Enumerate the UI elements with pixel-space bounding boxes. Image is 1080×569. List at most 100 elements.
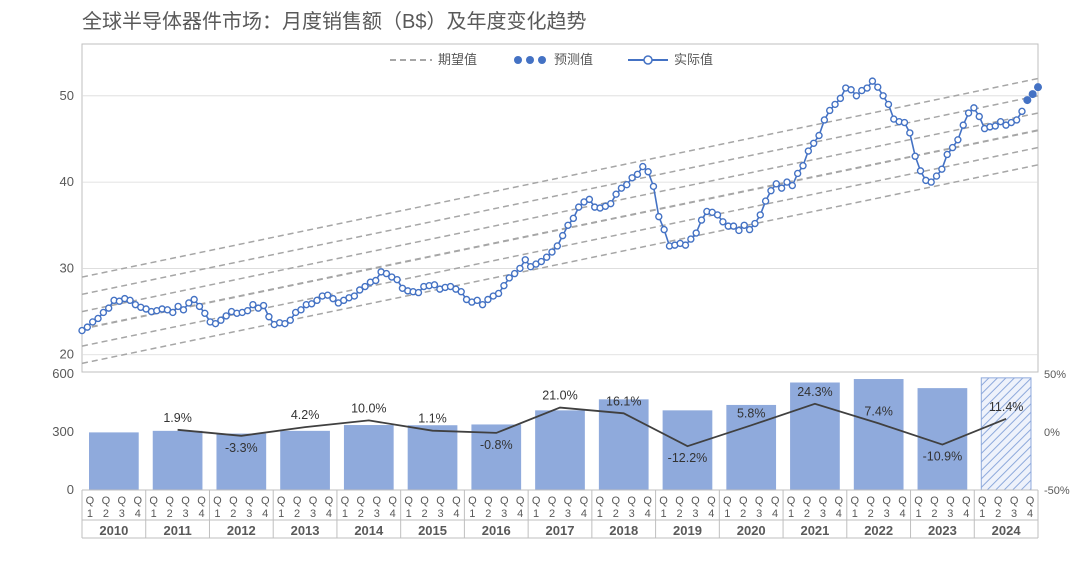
quarter-label: Q: [245, 495, 254, 507]
quarter-label: Q: [659, 495, 668, 507]
quarter-label: Q: [946, 495, 955, 507]
quarter-label: Q: [962, 495, 971, 507]
quarter-label: Q: [420, 495, 429, 507]
actual-marker: [912, 153, 918, 159]
actual-marker: [576, 204, 582, 210]
quarter-num: 4: [645, 508, 651, 520]
actual-marker: [757, 212, 763, 218]
quarter-num: 1: [788, 508, 794, 520]
y-tick-label: 50: [60, 88, 74, 103]
quarter-label: Q: [372, 495, 381, 507]
quarter-num: 1: [469, 508, 475, 520]
actual-marker: [608, 201, 614, 207]
actual-marker: [106, 305, 112, 311]
actual-marker: [496, 290, 502, 296]
actual-marker: [715, 212, 721, 218]
quarter-label: Q: [277, 495, 286, 507]
y2-left-tick: 0: [67, 482, 74, 497]
actual-marker: [298, 307, 304, 313]
actual-marker: [522, 257, 528, 263]
actual-marker: [223, 313, 229, 319]
actual-marker: [928, 179, 934, 185]
quarter-num: 3: [947, 508, 953, 520]
quarter-num: 3: [183, 508, 189, 520]
quarter-label: Q: [707, 495, 716, 507]
pct-label: 1.9%: [163, 411, 192, 425]
actual-marker: [261, 303, 267, 309]
actual-marker: [832, 101, 838, 107]
pct-label: 11.4%: [989, 400, 1024, 414]
pct-label: -3.3%: [225, 441, 258, 455]
pct-label: 4.2%: [291, 408, 320, 422]
quarter-label: Q: [787, 495, 796, 507]
actual-marker: [720, 219, 726, 225]
quarter-num: 1: [852, 508, 858, 520]
actual-marker: [549, 249, 555, 255]
actual-marker: [693, 230, 699, 236]
actual-marker: [287, 317, 293, 323]
actual-marker: [480, 302, 486, 308]
actual-marker: [100, 309, 106, 315]
quarter-label: Q: [86, 495, 95, 507]
actual-marker: [314, 297, 320, 303]
actual-marker: [218, 317, 224, 323]
quarter-num: 4: [836, 508, 842, 520]
actual-marker: [202, 310, 208, 316]
quarter-label: Q: [819, 495, 828, 507]
quarter-label: Q: [771, 495, 780, 507]
actual-marker: [245, 308, 251, 314]
quarter-label: Q: [755, 495, 764, 507]
actual-marker: [731, 223, 737, 229]
actual-marker: [885, 101, 891, 107]
actual-marker: [848, 87, 854, 93]
actual-marker: [565, 222, 571, 228]
year-label: 2015: [418, 523, 447, 538]
actual-marker: [586, 196, 592, 202]
pct-label: 24.3%: [797, 385, 832, 399]
quarter-num: 4: [708, 508, 714, 520]
actual-marker: [517, 265, 523, 271]
actual-marker: [266, 314, 272, 320]
actual-marker: [827, 107, 833, 113]
quarter-num: 1: [87, 508, 93, 520]
quarter-num: 2: [230, 508, 236, 520]
actual-marker: [699, 217, 705, 223]
quarter-label: Q: [643, 495, 652, 507]
actual-marker: [880, 93, 886, 99]
actual-marker: [950, 145, 956, 151]
forecast-marker: [1023, 96, 1031, 104]
actual-marker: [95, 315, 101, 321]
quarter-num: 4: [326, 508, 332, 520]
quarter-label: Q: [452, 495, 461, 507]
forecast-marker: [1034, 83, 1042, 91]
quarter-num: 3: [501, 508, 507, 520]
actual-marker: [431, 282, 437, 288]
pct-label: 16.1%: [606, 394, 641, 408]
year-label: 2022: [864, 523, 893, 538]
actual-marker: [795, 170, 801, 176]
actual-marker: [683, 242, 689, 248]
y-tick-label: 30: [60, 260, 74, 275]
quarter-label: Q: [675, 495, 684, 507]
actual-marker: [741, 222, 747, 228]
quarter-num: 4: [198, 508, 204, 520]
year-label: 2011: [163, 523, 191, 538]
actual-marker: [752, 221, 758, 227]
actual-marker: [415, 290, 421, 296]
quarter-label: Q: [197, 495, 206, 507]
quarter-num: 2: [931, 508, 937, 520]
actual-marker: [768, 188, 774, 194]
actual-marker: [544, 254, 550, 260]
actual-marker: [918, 168, 924, 174]
quarter-num: 2: [995, 508, 1001, 520]
quarter-num: 4: [453, 508, 459, 520]
actual-marker: [560, 233, 566, 239]
actual-marker: [656, 214, 662, 220]
actual-marker: [944, 151, 950, 157]
quarter-num: 1: [151, 508, 157, 520]
quarter-label: Q: [723, 495, 732, 507]
quarter-num: 1: [406, 508, 412, 520]
y2-right-tick: -50%: [1044, 485, 1070, 497]
quarter-num: 3: [692, 508, 698, 520]
actual-marker: [853, 93, 859, 99]
